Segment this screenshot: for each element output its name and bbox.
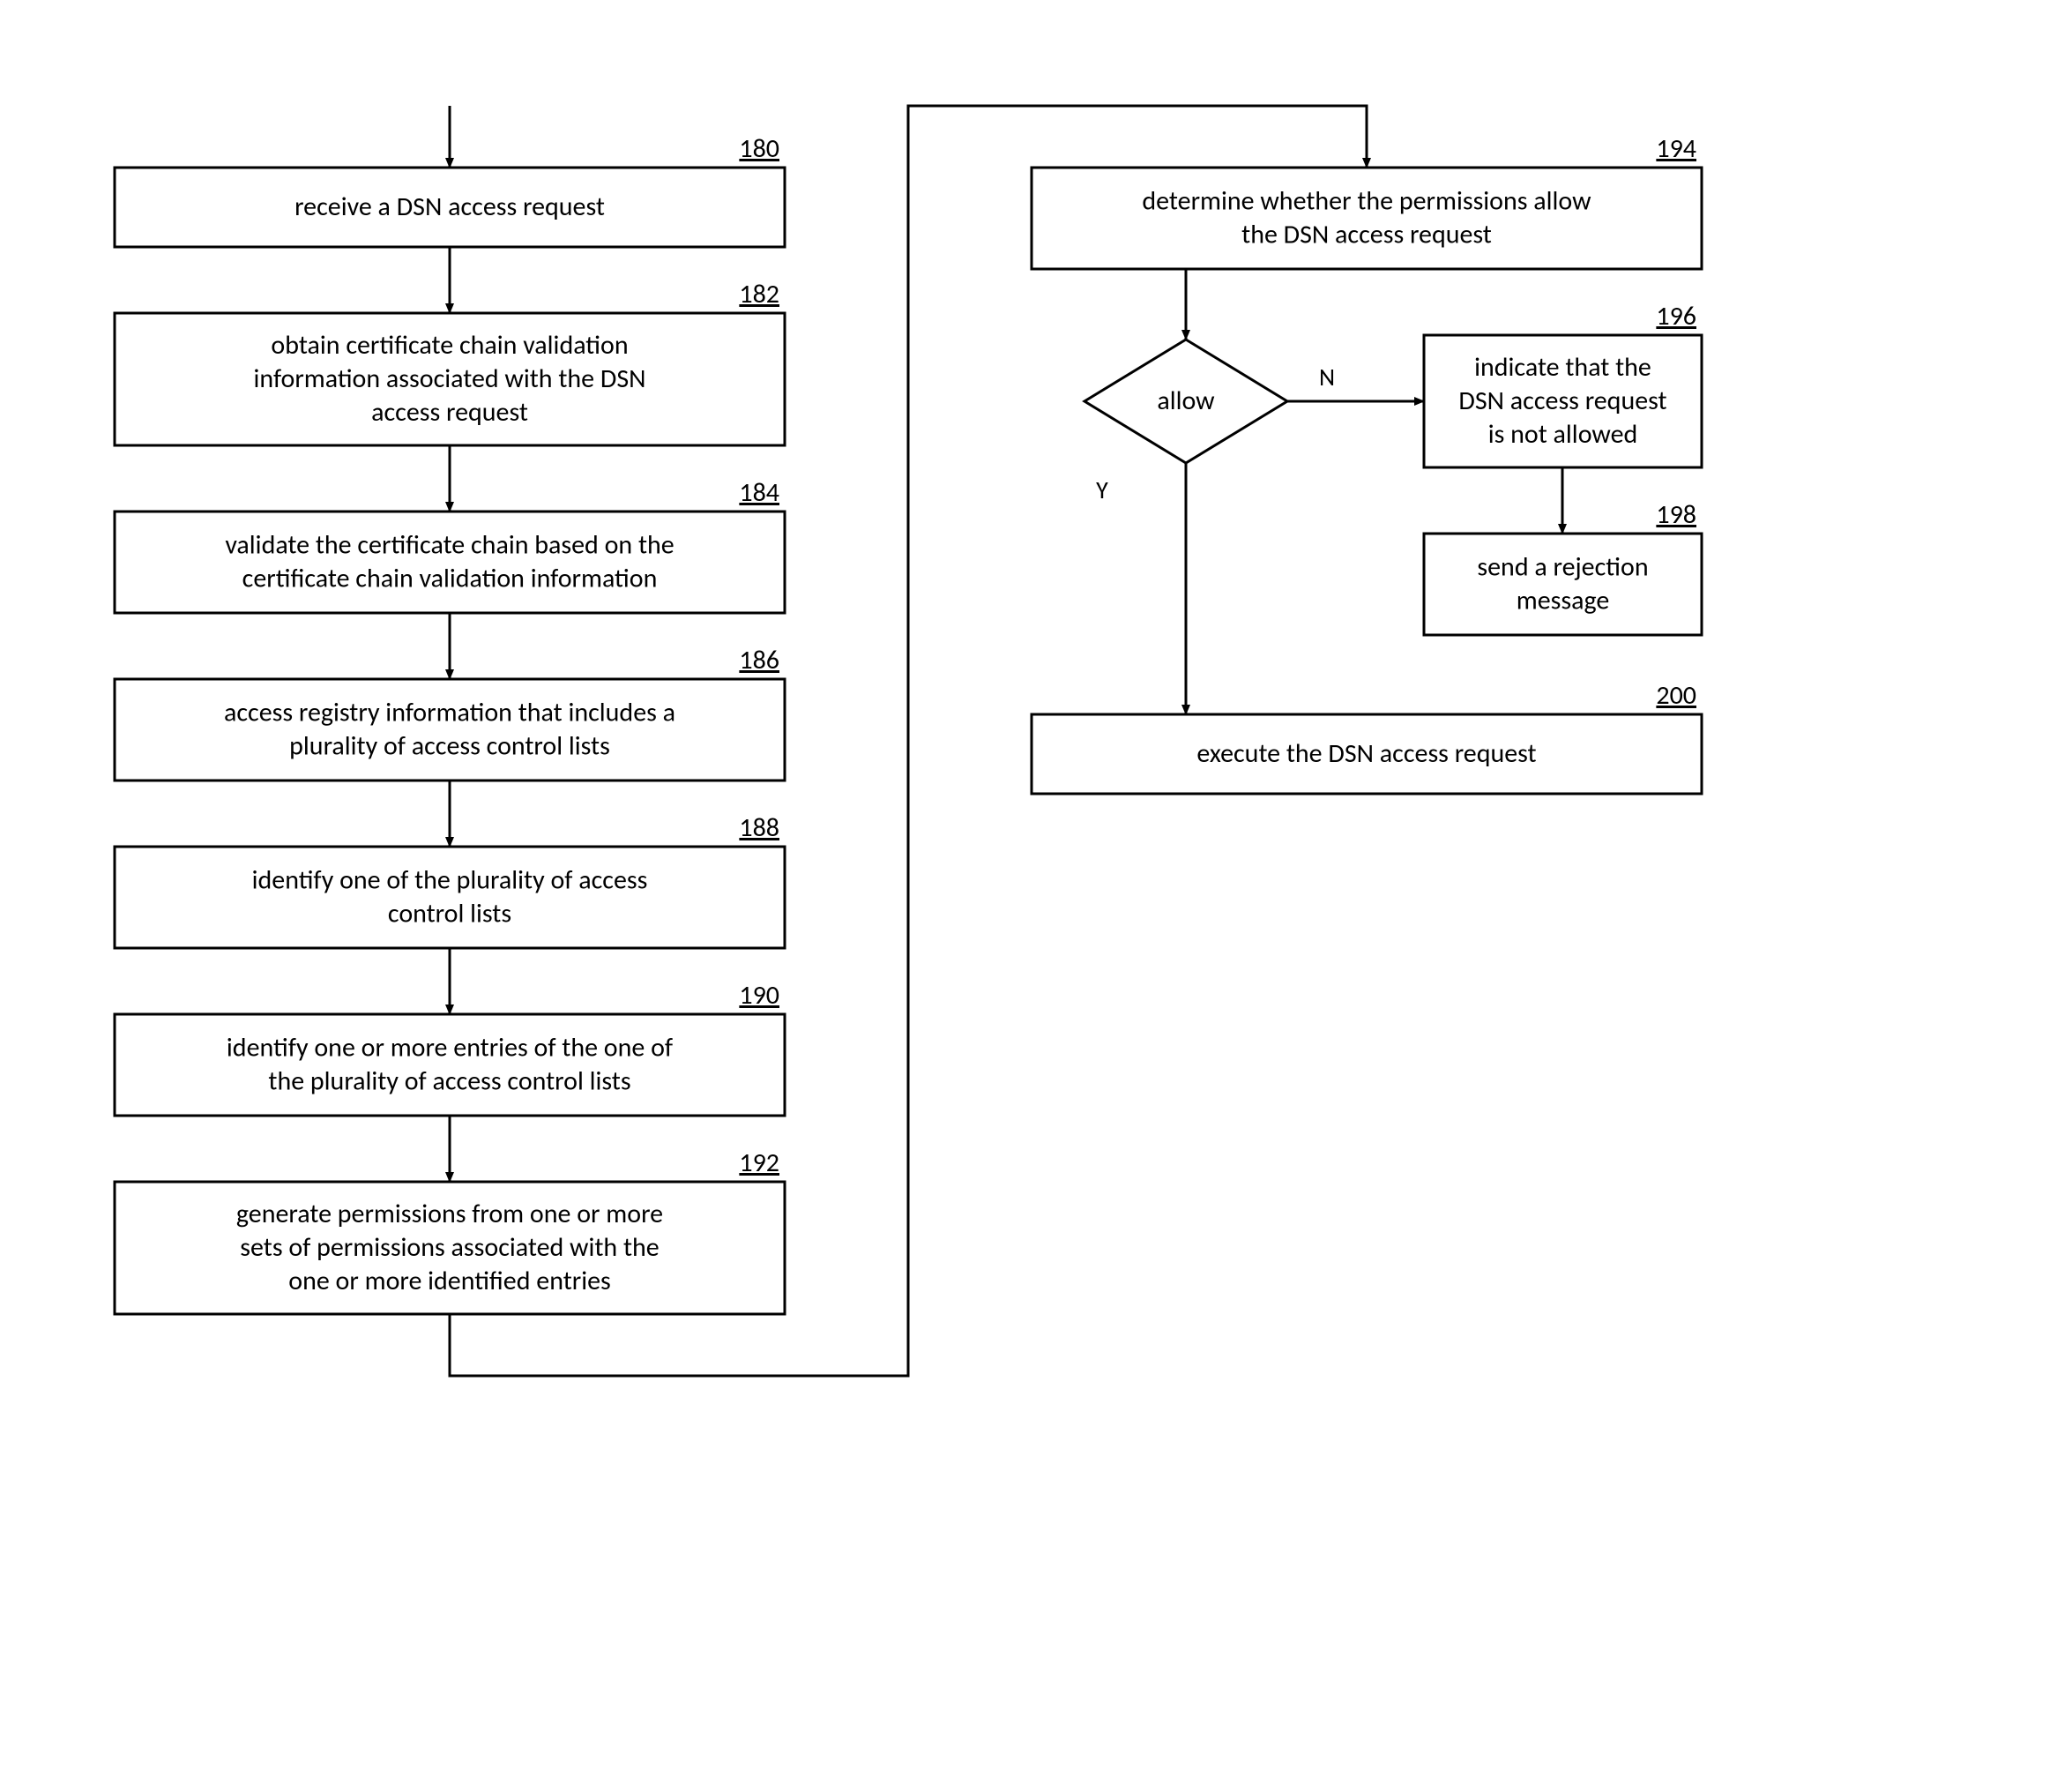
node-text-n184-1: certificate chain validation information bbox=[242, 563, 658, 595]
ref-n198: 198 bbox=[1656, 498, 1696, 531]
ref-n186: 186 bbox=[739, 644, 779, 676]
node-text-n196-0: indicate that the bbox=[1474, 351, 1651, 384]
node-n200: 200 execute the DSN access request bbox=[1032, 679, 1702, 794]
ref-n194: 194 bbox=[1656, 132, 1696, 165]
node-text-n188-0: identify one of the plurality of access bbox=[252, 864, 648, 897]
node-text-n182-2: access request bbox=[371, 396, 528, 429]
node-text-n190-0: identify one or more entries of the one … bbox=[227, 1032, 673, 1064]
node-text-n198-0: send a rejection bbox=[1477, 551, 1648, 584]
node-text-n182-1: information associated with the DSN bbox=[254, 362, 646, 395]
node-text-n192-2: one or more identified entries bbox=[288, 1265, 611, 1297]
node-text-n192-1: sets of permissions associated with the bbox=[240, 1231, 659, 1264]
node-text-n184-0: validate the certificate chain based on … bbox=[225, 529, 674, 562]
node-text-n194-1: the DSN access request bbox=[1241, 219, 1492, 251]
node-text-n182-0: obtain certificate chain validation bbox=[271, 329, 628, 362]
node-text-n180-0: receive a DSN access request bbox=[294, 190, 605, 223]
node-text-n196-1: DSN access request bbox=[1458, 385, 1666, 417]
decision-allow: allow N Y bbox=[1084, 340, 1335, 505]
ref-n192: 192 bbox=[739, 1146, 779, 1179]
ref-n196: 196 bbox=[1656, 300, 1696, 332]
ref-n182: 182 bbox=[739, 278, 779, 310]
node-text-n192-0: generate permissions from one or more bbox=[236, 1198, 663, 1230]
ref-n188: 188 bbox=[739, 811, 779, 844]
node-text-n196-2: is not allowed bbox=[1488, 418, 1638, 451]
node-text-n198-1: message bbox=[1517, 585, 1610, 617]
node-text-n188-1: control lists bbox=[388, 898, 511, 930]
flowchart-canvas: 180 receive a DSN access request 182 obtain… bbox=[0, 0, 2072, 1785]
node-text-n186-1: plurality of access control lists bbox=[289, 730, 610, 763]
node-text-n190-1: the plurality of access control lists bbox=[268, 1065, 630, 1098]
ref-n180: 180 bbox=[739, 132, 779, 165]
node-text-n186-0: access registry information that include… bbox=[224, 697, 675, 729]
ref-n190: 190 bbox=[739, 979, 779, 1012]
ref-n184: 184 bbox=[739, 476, 779, 509]
decision-label-y: Y bbox=[1096, 474, 1108, 505]
node-text-n200-0: execute the DSN access request bbox=[1196, 737, 1536, 770]
ref-n200: 200 bbox=[1656, 679, 1696, 712]
decision-label: allow bbox=[1157, 385, 1215, 417]
decision-label-n: N bbox=[1319, 362, 1335, 392]
node-n196: 196indicate that theDSN access requestis… bbox=[1424, 300, 1702, 467]
node-text-n194-0: determine whether the permissions allow bbox=[1142, 185, 1591, 218]
